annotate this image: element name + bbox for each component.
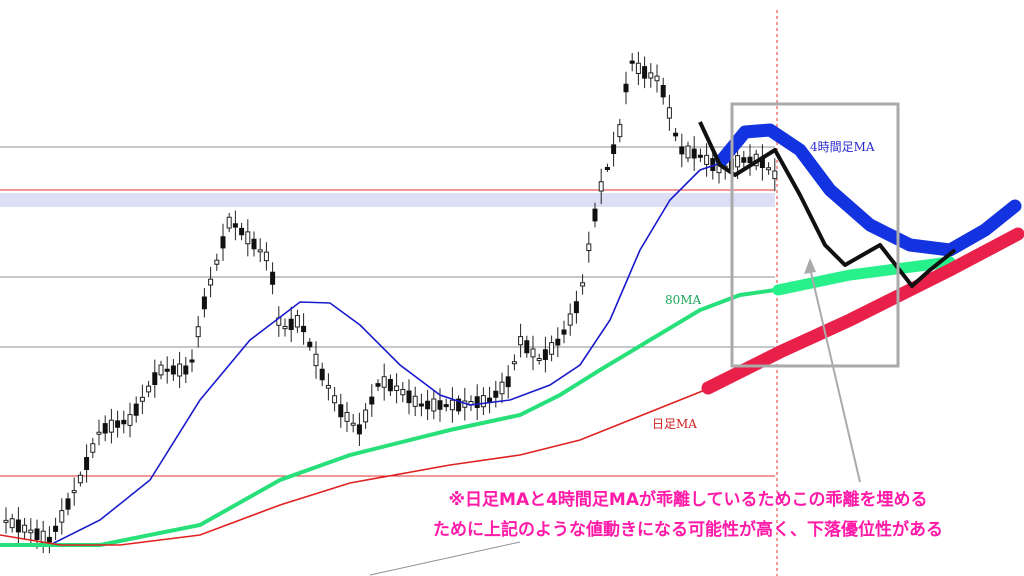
annotation: ※日足MAと4時間足MAが乖離しているためこの乖離を埋める bbox=[449, 489, 928, 510]
annotation: ために上記のような値動きになる可能性が高く、下落優位性がある bbox=[433, 519, 943, 540]
candle-wicks bbox=[5, 51, 776, 554]
h4-ma-forecast bbox=[715, 123, 1022, 257]
focus-box bbox=[730, 102, 900, 368]
candles bbox=[3, 51, 778, 554]
arrow-head bbox=[804, 258, 816, 274]
ma80-label: 80MA bbox=[665, 293, 702, 307]
arrow bbox=[809, 267, 861, 483]
daily-ma-forecast bbox=[701, 227, 1024, 395]
h4-ma-label: 4時間足MA bbox=[810, 140, 875, 154]
candle-bodies bbox=[15, 60, 765, 543]
candle-bodies bbox=[3, 62, 778, 544]
daily-ma-line bbox=[0, 389, 706, 546]
ma80-forecast bbox=[772, 256, 956, 296]
h4-ma-line bbox=[0, 159, 731, 546]
price-forecast bbox=[698, 121, 957, 288]
zone-band bbox=[0, 193, 775, 207]
daily-ma-label: 日足MA bbox=[652, 417, 697, 431]
trend-line bbox=[369, 541, 521, 576]
ma80-line bbox=[0, 288, 776, 547]
